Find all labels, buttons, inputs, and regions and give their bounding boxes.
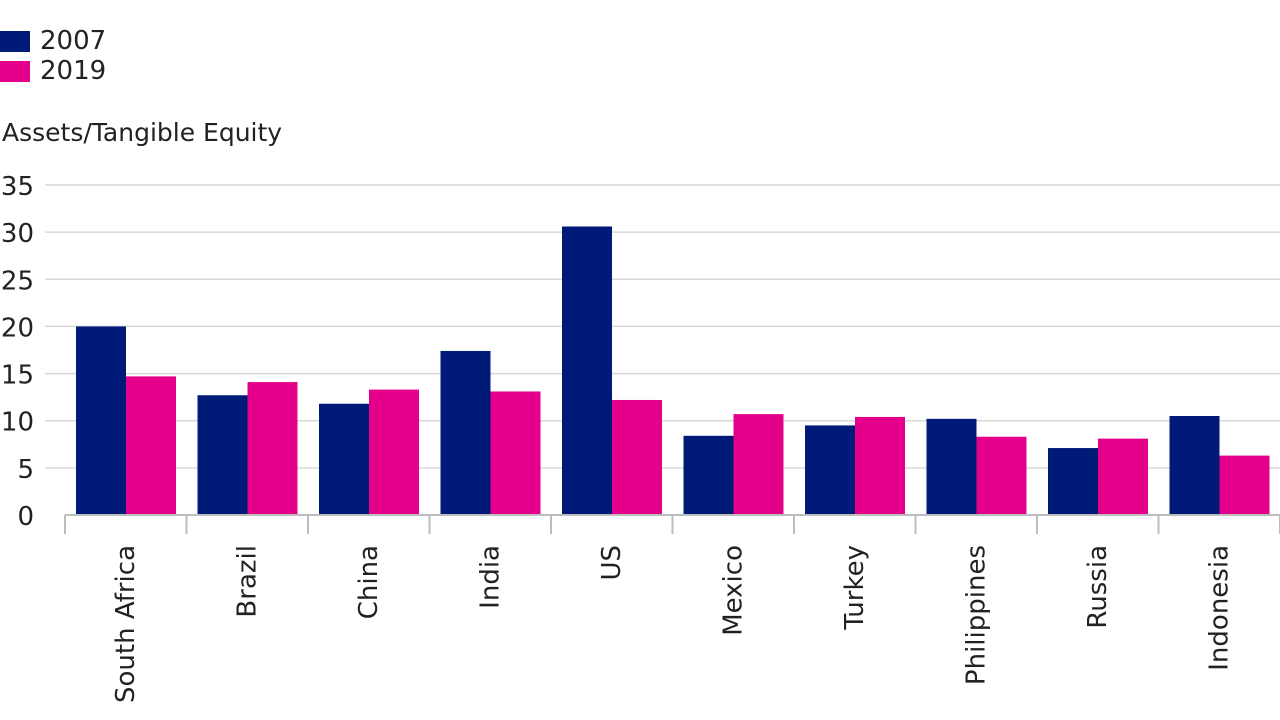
legend-label-2019: 2019 (40, 56, 107, 86)
y-tick-label-5: 5 (17, 455, 34, 485)
legend-swatch-2007 (0, 30, 30, 52)
bar-russia-2019 (1098, 438, 1148, 515)
x-tick-label-mexico: Mexico (718, 545, 748, 636)
x-tick-label-indonesia: Indonesia (1204, 545, 1234, 671)
y-tick-label-0: 0 (17, 502, 34, 532)
x-tick-label-philippines: Philippines (961, 545, 991, 685)
y-tick-label-30: 30 (1, 219, 34, 249)
bar-us-2019 (612, 399, 662, 515)
x-tick-label-china: China (354, 545, 384, 619)
bar-brazil-2019 (247, 382, 298, 515)
legend-swatch-2019 (0, 60, 30, 82)
bar-brazil-2007 (197, 395, 248, 515)
bar-indonesia-2007 (1169, 416, 1220, 515)
bar-indonesia-2019 (1219, 455, 1270, 515)
bar-philippines-2019 (976, 436, 1027, 515)
bar-mexico-2007 (683, 435, 734, 515)
y-tick-label-35: 35 (1, 172, 34, 202)
bar-china-2007 (319, 403, 369, 515)
y-tick-label-20: 20 (1, 313, 34, 343)
y-tick-label-25: 25 (1, 266, 34, 296)
bar-south-africa-2007 (76, 326, 126, 515)
bar-mexico-2019 (733, 414, 784, 515)
bar-turkey-2019 (855, 416, 905, 515)
y-axis-label: Assets/Tangible Equity (2, 118, 283, 147)
y-tick-label-15: 15 (1, 361, 34, 391)
x-tick-label-south-africa: South Africa (111, 545, 141, 703)
legend-item-2019: 2019 (0, 56, 106, 86)
bar-us-2007 (562, 226, 612, 515)
legend-label-2007: 2007 (40, 26, 107, 56)
bar-india-2019 (490, 391, 541, 515)
x-tick-label-brazil: Brazil (232, 545, 262, 618)
bar-south-africa-2019 (126, 376, 176, 515)
bar-turkey-2007 (805, 425, 855, 515)
x-tick-label-us: US (597, 545, 627, 581)
y-tick-label-10: 10 (1, 408, 34, 438)
bar-philippines-2007 (926, 418, 977, 515)
legend-item-2007: 2007 (0, 26, 106, 56)
legend: 2007 2019 (0, 26, 106, 86)
bar-india-2007 (440, 350, 491, 515)
bar-china-2019 (369, 389, 419, 515)
x-tick-label-turkey: Turkey (840, 545, 870, 631)
x-tick-label-russia: Russia (1083, 545, 1113, 629)
bar-russia-2007 (1048, 448, 1098, 515)
x-tick-label-india: India (475, 545, 505, 609)
